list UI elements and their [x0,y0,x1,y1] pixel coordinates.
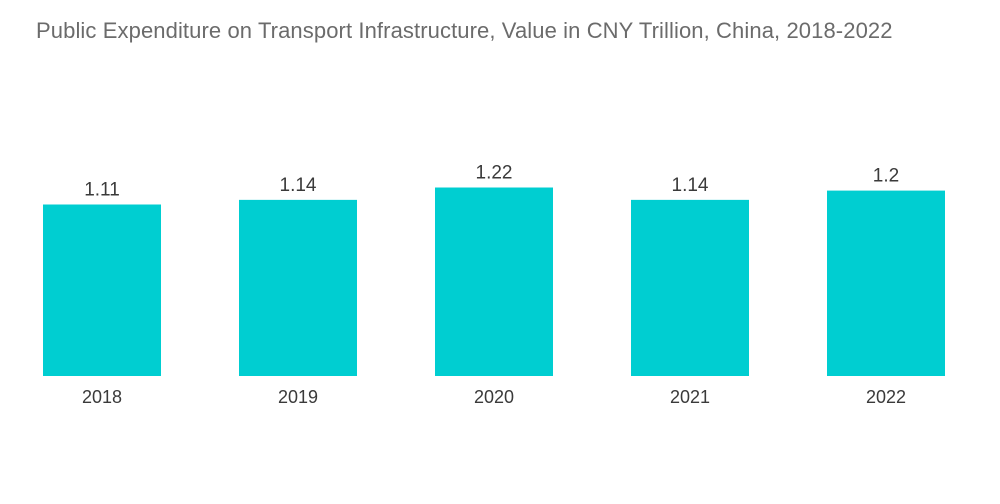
bar-2021 [631,199,749,376]
x-tick-label-2018: 2018 [82,387,122,407]
chart-title: Public Expenditure on Transport Infrastr… [36,18,893,43]
value-label-2021: 1.14 [672,175,709,196]
value-label-2019: 1.14 [280,175,317,196]
value-label-2020: 1.22 [476,163,513,184]
value-label-2018: 1.11 [84,180,120,201]
value-label-2022: 1.2 [873,166,899,187]
x-tick-label-2022: 2022 [866,387,906,407]
bar-2022 [827,190,945,376]
bars-group [43,187,945,376]
bar-2018 [43,204,161,376]
x-tick-label-2019: 2019 [278,387,318,407]
bar-2019 [239,199,357,376]
bar-2020 [435,187,553,376]
x-tick-label-2021: 2021 [670,387,710,407]
x-axis-ticks: 2018 2019 2020 2021 2022 [82,387,906,407]
value-labels-group: 1.11 1.14 1.22 1.14 1.2 [84,163,899,201]
x-tick-label-2020: 2020 [474,387,514,407]
